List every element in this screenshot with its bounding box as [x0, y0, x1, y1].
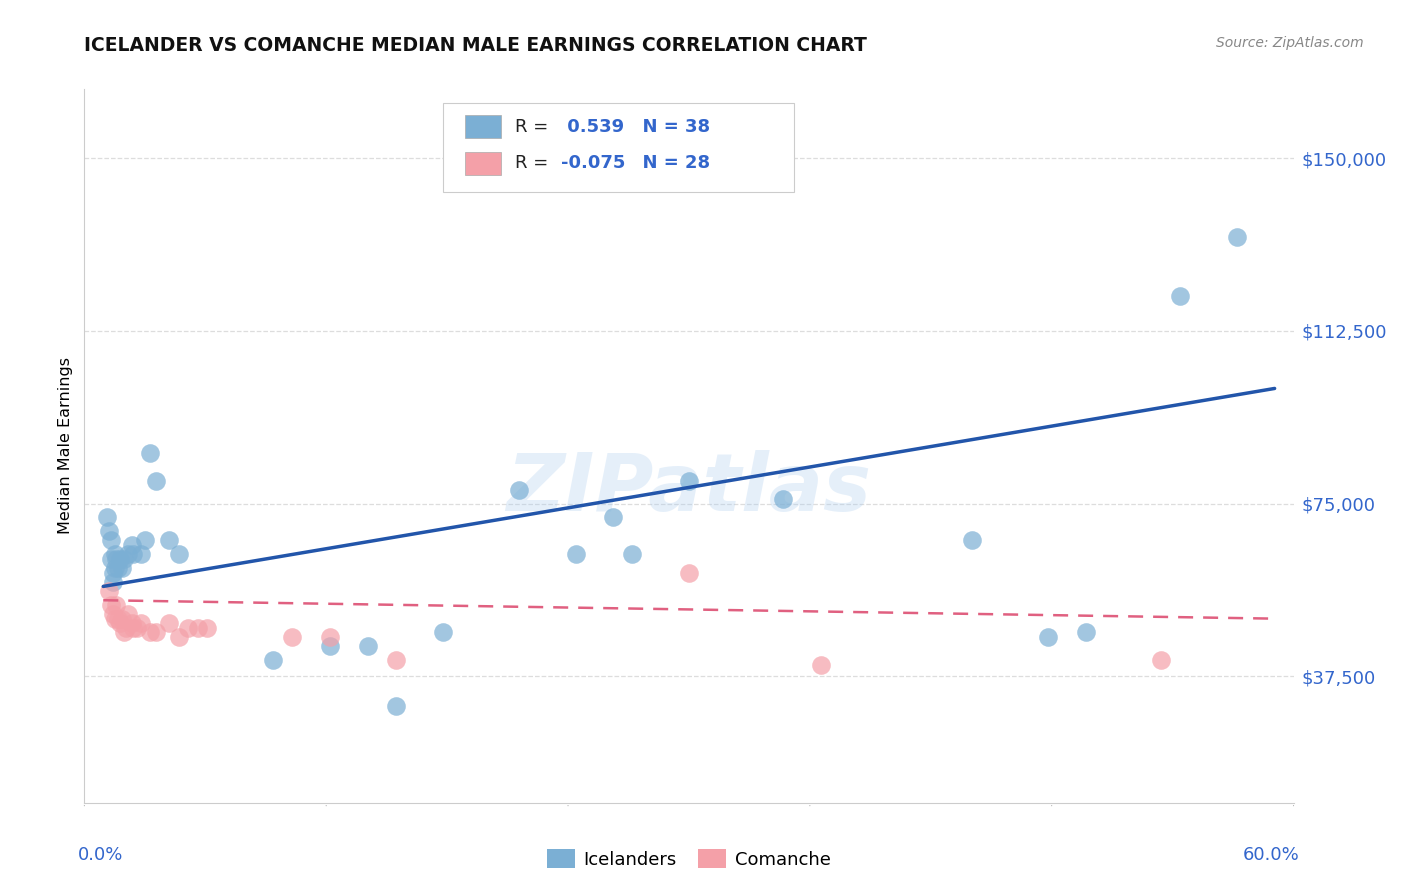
Point [139, 625, 162, 640]
Text: R =: R = [515, 118, 554, 136]
Point [107, 612, 129, 626]
Point [121, 538, 143, 552]
Legend: Icelanders, Comanche: Icelanders, Comanche [540, 842, 838, 876]
Text: R =: R = [515, 154, 554, 172]
Point [621, 547, 644, 561]
Point [104, 561, 127, 575]
Point [281, 630, 304, 644]
Text: 0.539: 0.539 [561, 118, 624, 136]
Point [107, 561, 129, 575]
Point [810, 657, 832, 672]
Point [115, 621, 138, 635]
Point [105, 551, 128, 566]
Point [678, 474, 700, 488]
Point [110, 551, 132, 566]
Point [602, 510, 624, 524]
Point [145, 474, 167, 488]
Point [962, 533, 984, 548]
Text: -0.075: -0.075 [561, 154, 626, 172]
Point [104, 547, 127, 561]
Point [564, 547, 586, 561]
Text: Source: ZipAtlas.com: Source: ZipAtlas.com [1216, 36, 1364, 50]
Point [122, 621, 145, 635]
Text: 0.0%: 0.0% [79, 846, 124, 863]
Point [385, 699, 408, 714]
Point [97, 584, 120, 599]
Point [195, 621, 218, 635]
Point [145, 625, 167, 640]
Text: ICELANDER VS COMANCHE MEDIAN MALE EARNINGS CORRELATION CHART: ICELANDER VS COMANCHE MEDIAN MALE EARNIN… [84, 36, 868, 54]
Text: ZIPatlas: ZIPatlas [506, 450, 872, 528]
Point [432, 625, 454, 640]
Y-axis label: Median Male Earnings: Median Male Earnings [58, 358, 73, 534]
Point [111, 612, 134, 626]
Point [96, 510, 118, 524]
Text: N = 38: N = 38 [630, 118, 710, 136]
Point [262, 653, 284, 667]
Point [187, 621, 209, 635]
Point [157, 616, 180, 631]
Point [167, 630, 190, 644]
Point [772, 491, 794, 506]
Point [319, 630, 342, 644]
Point [97, 524, 120, 538]
Point [101, 566, 124, 580]
Point [101, 574, 124, 589]
Point [122, 547, 145, 561]
Point [1150, 653, 1173, 667]
Point [319, 640, 342, 654]
Point [678, 566, 700, 580]
Point [100, 551, 122, 566]
Point [129, 547, 152, 561]
Point [508, 483, 530, 497]
Point [127, 621, 149, 635]
Point [1168, 289, 1191, 303]
Point [167, 547, 190, 561]
Point [139, 446, 162, 460]
Point [1036, 630, 1059, 644]
Point [1226, 229, 1249, 244]
Text: 60.0%: 60.0% [1243, 846, 1299, 863]
Point [385, 653, 408, 667]
Point [121, 616, 143, 631]
Point [177, 621, 200, 635]
Point [112, 625, 135, 640]
Point [157, 533, 180, 548]
Point [117, 607, 139, 621]
Point [357, 640, 380, 654]
Point [112, 551, 135, 566]
Point [1074, 625, 1097, 640]
Point [110, 616, 132, 631]
Point [111, 561, 134, 575]
Point [105, 598, 128, 612]
Point [101, 607, 124, 621]
Point [134, 533, 156, 548]
Point [117, 547, 139, 561]
Text: N = 28: N = 28 [630, 154, 710, 172]
Point [129, 616, 152, 631]
Point [100, 533, 122, 548]
Point [104, 612, 127, 626]
Point [100, 598, 122, 612]
